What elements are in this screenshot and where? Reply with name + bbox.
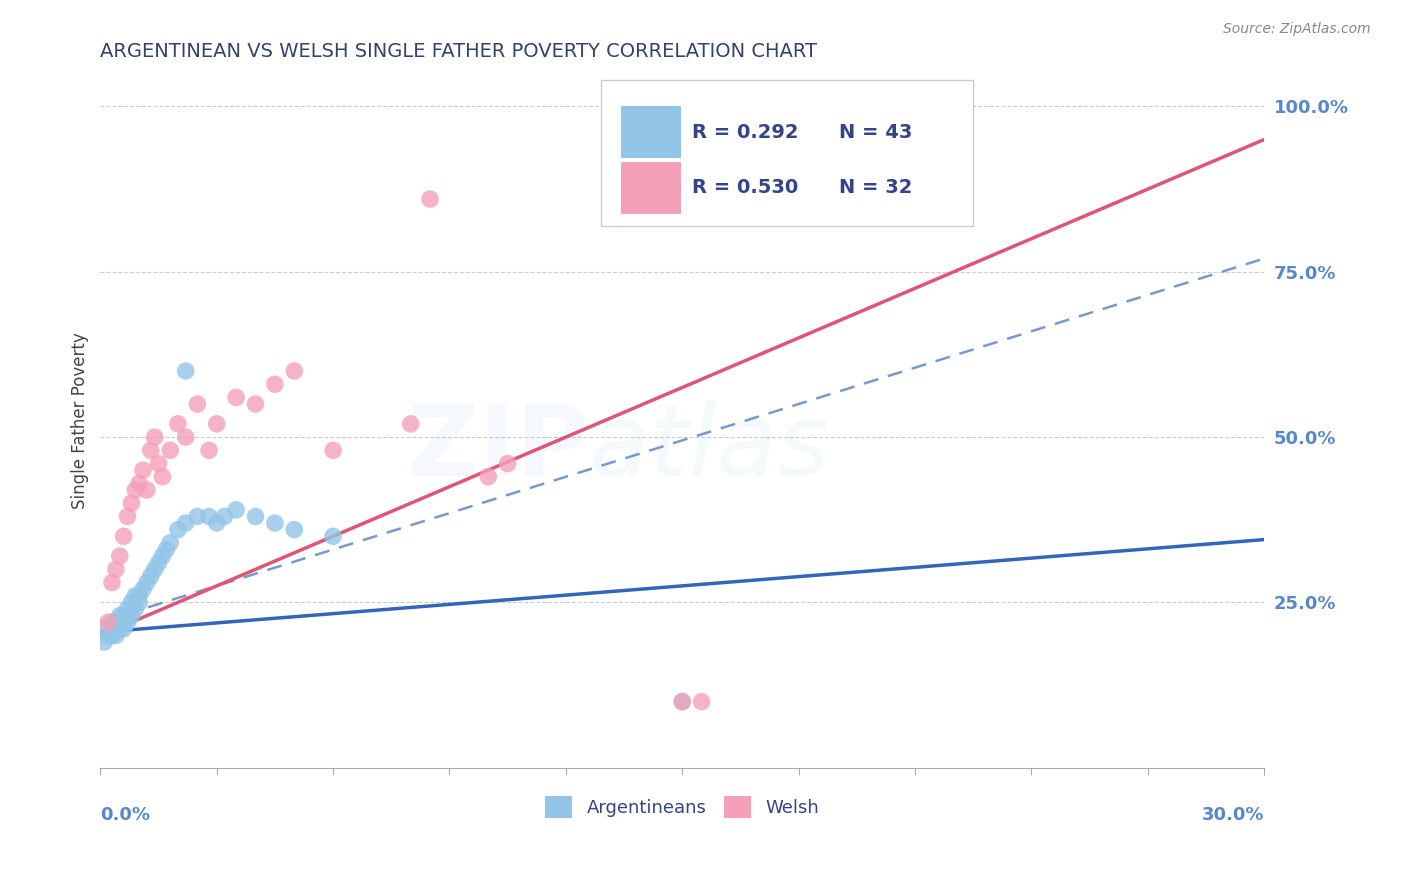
Point [167,523,190,537]
Point [117,615,139,630]
Point [135,575,157,590]
Point [186,509,208,524]
Point [117,602,139,616]
Text: R = 0.530: R = 0.530 [692,178,797,197]
Point [112,608,135,623]
Text: N = 32: N = 32 [839,178,912,197]
Point [104,628,127,642]
Point [120,595,142,609]
Point [671,695,693,709]
Point [139,569,162,583]
Point [477,469,499,483]
Point [128,476,150,491]
Point [159,443,181,458]
Point [496,457,519,471]
Point [128,595,150,609]
Text: N = 43: N = 43 [839,123,912,142]
Point [205,417,228,431]
Point [101,575,124,590]
Point [174,364,197,378]
Point [155,542,177,557]
Text: Source: ZipAtlas.com: Source: ZipAtlas.com [1223,22,1371,37]
Point [112,529,135,543]
Point [124,483,146,497]
Point [671,695,693,709]
Point [117,509,139,524]
Point [148,556,170,570]
Text: ZIP: ZIP [406,400,589,497]
Point [108,608,131,623]
Point [124,602,146,616]
Text: 30.0%: 30.0% [1202,805,1264,824]
Point [120,608,142,623]
Legend: Argentineans, Welsh: Argentineans, Welsh [546,796,820,818]
Point [135,483,157,497]
Point [205,516,228,530]
Point [101,615,124,630]
Text: atlas: atlas [589,400,831,497]
Point [245,509,267,524]
Point [108,622,131,636]
Point [139,443,162,458]
Point [283,364,305,378]
FancyBboxPatch shape [600,80,973,227]
Point [97,622,120,636]
Point [198,443,221,458]
Point [143,562,166,576]
Point [174,430,197,444]
Point [214,509,236,524]
Point [97,615,120,630]
Point [120,496,142,510]
Point [108,615,131,630]
Point [128,589,150,603]
Point [167,417,190,431]
Point [104,615,127,630]
Point [112,615,135,630]
Point [245,397,267,411]
Point [143,430,166,444]
Point [104,562,127,576]
Point [112,622,135,636]
Point [101,628,124,642]
Point [198,509,221,524]
Point [225,503,247,517]
Point [399,417,422,431]
Point [186,397,208,411]
Point [152,469,174,483]
Point [124,589,146,603]
FancyBboxPatch shape [620,162,681,214]
Point [108,549,131,563]
Point [419,192,441,206]
Point [283,523,305,537]
FancyBboxPatch shape [620,106,681,159]
Point [104,622,127,636]
Text: R = 0.292: R = 0.292 [692,123,799,142]
Point [322,443,344,458]
Point [174,516,197,530]
Point [148,457,170,471]
Point [152,549,174,563]
Text: ARGENTINEAN VS WELSH SINGLE FATHER POVERTY CORRELATION CHART: ARGENTINEAN VS WELSH SINGLE FATHER POVER… [100,42,817,61]
Point [225,391,247,405]
Point [322,529,344,543]
Point [93,635,115,649]
Point [97,628,120,642]
Point [132,582,155,597]
Point [264,377,287,392]
Point [690,695,713,709]
Point [132,463,155,477]
Point [264,516,287,530]
Y-axis label: Single Father Poverty: Single Father Poverty [72,332,89,509]
Point [159,536,181,550]
Text: 0.0%: 0.0% [100,805,150,824]
